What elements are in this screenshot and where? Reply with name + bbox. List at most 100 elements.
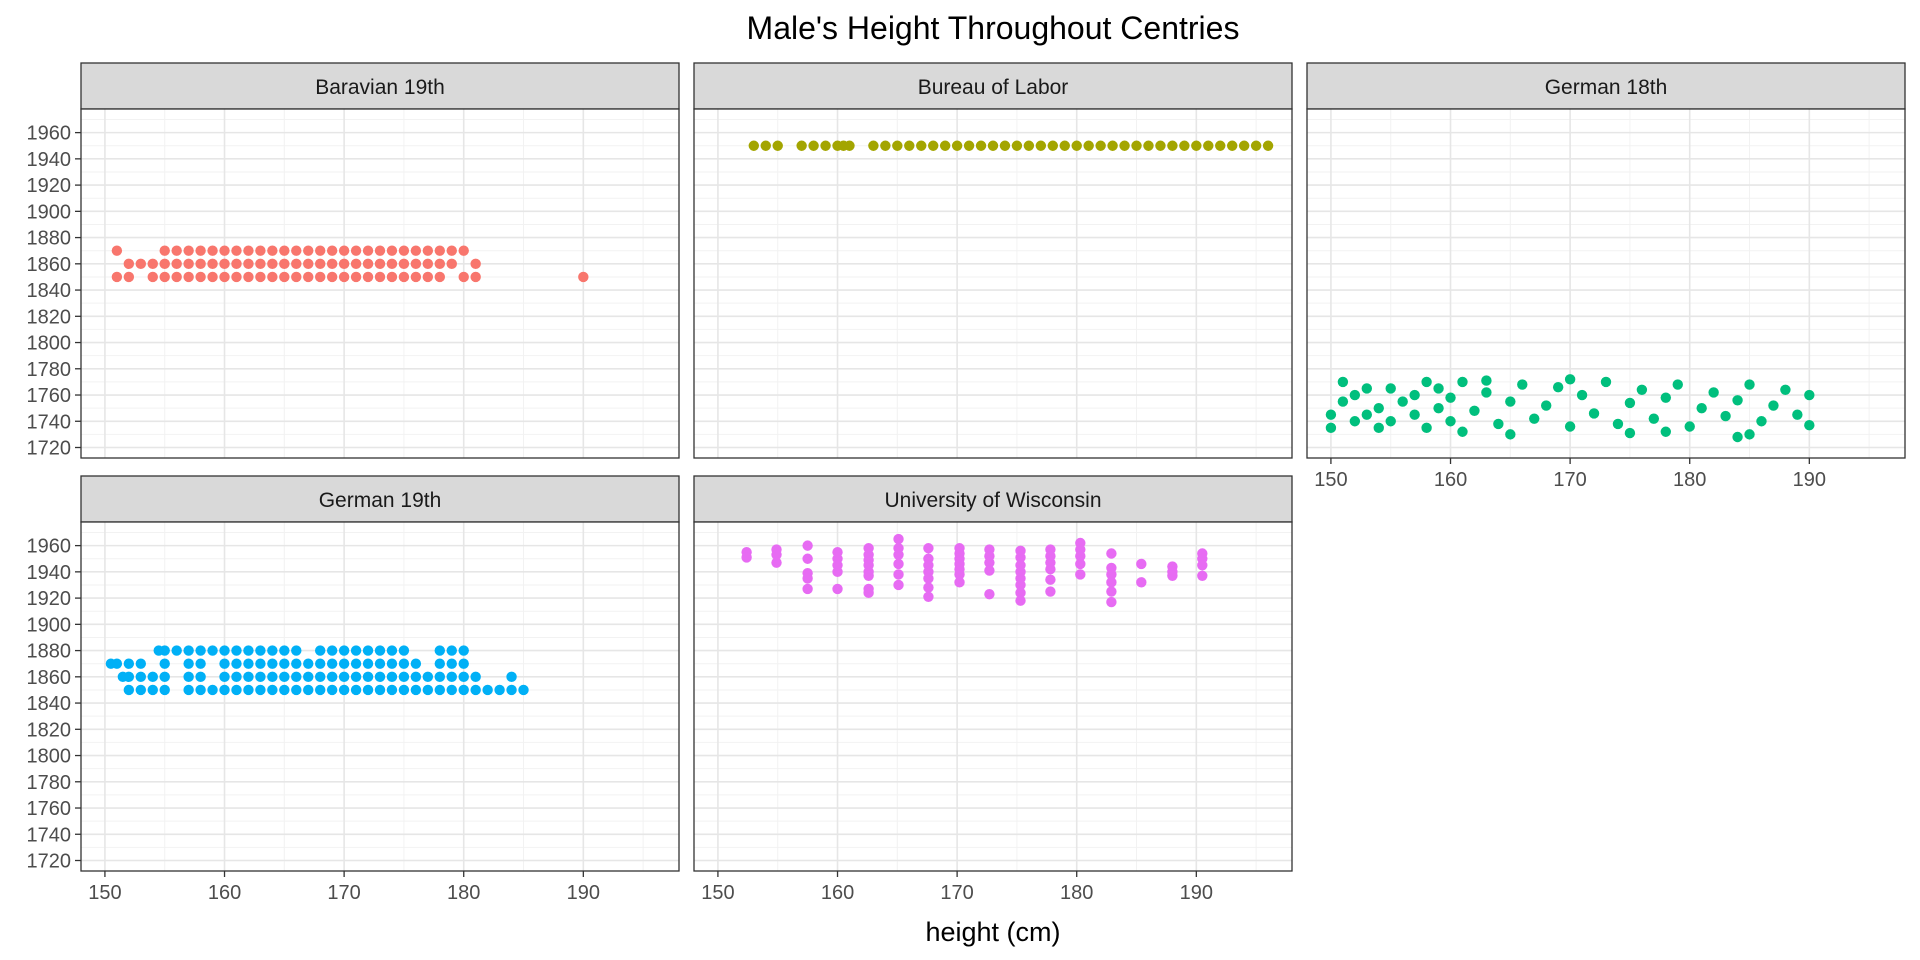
data-point <box>326 671 338 683</box>
data-point <box>880 140 891 151</box>
data-point <box>255 671 266 683</box>
data-point <box>1373 422 1384 434</box>
data-point <box>963 140 975 151</box>
data-point <box>398 645 410 656</box>
y-tick-label: 1760 <box>27 798 72 820</box>
facet-strip <box>80 475 680 523</box>
data-point <box>458 245 469 256</box>
data-point <box>748 140 759 151</box>
data-point <box>374 684 386 696</box>
data-point <box>1325 422 1337 434</box>
y-tick-label: 1900 <box>27 201 72 223</box>
data-point <box>1197 560 1208 571</box>
data-point <box>796 140 807 151</box>
data-point <box>338 658 350 669</box>
data-point <box>279 658 290 669</box>
data-point <box>1708 387 1719 398</box>
data-point <box>195 658 206 669</box>
x-tick-label: 170 <box>940 882 973 904</box>
data-point <box>374 258 386 270</box>
data-point <box>1349 389 1361 401</box>
data-point <box>350 658 362 669</box>
data-point <box>279 271 290 283</box>
data-point <box>291 645 302 656</box>
y-tick-label: 1740 <box>27 411 72 433</box>
data-point <box>893 558 904 570</box>
series-german-18th <box>1325 374 1815 443</box>
data-point <box>1095 140 1106 151</box>
facet-strip-label: Baravian 19th <box>315 76 445 99</box>
data-point <box>410 271 422 283</box>
data-point <box>1397 396 1408 407</box>
facet-university-of-wisconsin: University of Wisconsin 150 160 170 180 190 <box>693 475 1293 904</box>
data-point <box>422 684 434 696</box>
data-point <box>482 684 493 696</box>
data-point <box>1045 564 1056 575</box>
data-point <box>951 140 963 151</box>
data-point <box>923 582 934 593</box>
data-point <box>183 258 194 270</box>
data-point <box>315 271 326 283</box>
data-point <box>1011 140 1023 151</box>
x-tick-label: 190 <box>1793 469 1826 491</box>
data-point <box>386 645 398 656</box>
data-point <box>315 645 326 656</box>
data-point <box>844 140 855 151</box>
x-tick-label: 150 <box>88 882 121 904</box>
data-point <box>1361 383 1373 394</box>
data-point <box>338 258 350 270</box>
data-point <box>1804 420 1815 431</box>
panel-border <box>693 521 1293 872</box>
data-point <box>1015 587 1026 599</box>
data-point <box>772 140 783 151</box>
data-point <box>1457 376 1468 388</box>
data-point <box>1421 422 1432 434</box>
data-point <box>1349 416 1361 427</box>
x-tick-label: 170 <box>327 882 360 904</box>
data-point <box>1409 389 1420 401</box>
data-point <box>984 565 995 576</box>
data-point <box>207 645 218 656</box>
y-tick-label: 1840 <box>27 693 72 715</box>
data-point <box>315 245 326 256</box>
chart-title: Male's Height Throughout Centries <box>747 10 1240 46</box>
data-point <box>123 658 135 669</box>
data-point <box>771 557 782 568</box>
data-point <box>255 245 266 256</box>
data-point <box>231 258 242 270</box>
data-point <box>338 245 350 256</box>
data-point <box>398 245 410 256</box>
data-point <box>291 684 302 696</box>
data-point <box>771 549 782 560</box>
data-point <box>446 245 457 256</box>
data-point <box>219 645 230 656</box>
data-point <box>171 245 182 256</box>
x-axis: 150 160 170 180 190 <box>701 871 1213 904</box>
data-point <box>219 258 230 270</box>
data-point <box>1227 140 1238 151</box>
data-point <box>1373 402 1384 414</box>
data-point <box>350 271 362 283</box>
data-point <box>267 671 278 683</box>
data-point <box>1600 376 1612 388</box>
data-point <box>195 271 206 283</box>
y-tick-label: 1780 <box>27 359 72 381</box>
data-point <box>1804 389 1815 401</box>
data-point <box>1361 409 1373 420</box>
x-tick-label: 180 <box>1060 882 1093 904</box>
data-point <box>1660 426 1672 437</box>
data-point <box>1136 577 1147 588</box>
data-point <box>1505 396 1516 407</box>
data-point <box>458 271 469 283</box>
data-point <box>219 658 230 669</box>
facet-german-19th: German 19th17201740176017801800182018401… <box>27 475 680 904</box>
data-point <box>315 671 326 683</box>
data-point <box>832 566 843 578</box>
data-point <box>1457 426 1468 437</box>
data-point <box>362 245 374 256</box>
facet-baravian-19th: Baravian 19th 1720 1740 1760 1780 1800 1820 184… <box>27 62 680 460</box>
x-axis-label: height (cm) <box>925 917 1060 947</box>
data-point <box>135 684 146 696</box>
data-point <box>135 671 146 683</box>
data-point <box>159 271 170 283</box>
